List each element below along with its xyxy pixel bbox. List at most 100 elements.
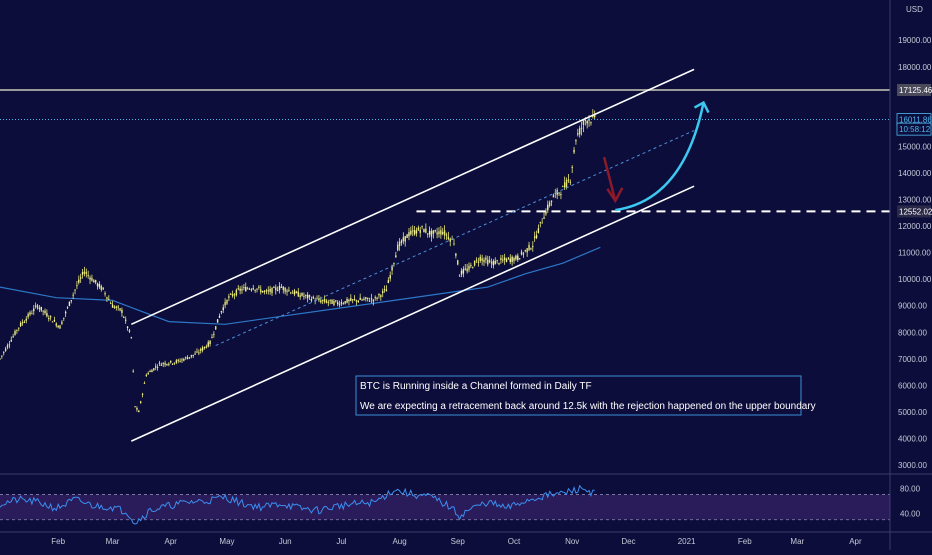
- candle: [117, 304, 119, 311]
- candle: [115, 305, 118, 311]
- candle: [488, 256, 491, 264]
- candle: [280, 283, 283, 288]
- candle: [200, 347, 202, 354]
- candle-body: [374, 297, 376, 299]
- candle-body: [245, 287, 247, 292]
- candle-body: [4, 348, 7, 352]
- candle-body: [164, 362, 166, 365]
- candle: [423, 228, 425, 233]
- candle: [331, 299, 333, 305]
- candle: [460, 268, 463, 278]
- candle-body: [162, 363, 164, 365]
- annotation-box[interactable]: BTC is Running inside a Channel formed i…: [355, 375, 816, 416]
- candle-body: [14, 331, 16, 335]
- candle-body: [361, 299, 363, 301]
- candle: [363, 296, 365, 301]
- candle-body: [293, 290, 296, 295]
- candle-body: [385, 289, 388, 292]
- candle: [301, 292, 303, 297]
- candle-body: [220, 311, 223, 313]
- candle: [166, 363, 168, 367]
- candle-body: [237, 288, 239, 290]
- candle-body: [550, 200, 553, 203]
- candle: [503, 253, 506, 265]
- candle-body: [342, 303, 345, 305]
- candle: [365, 296, 367, 302]
- candle-body: [261, 291, 264, 293]
- annotation-line-2: We are expecting a retracement back arou…: [360, 401, 816, 412]
- candle-body: [415, 230, 418, 234]
- candle-body: [6, 345, 9, 348]
- candle: [203, 346, 206, 350]
- candle-body: [218, 315, 221, 318]
- candle-body: [188, 357, 191, 359]
- candle: [442, 227, 444, 236]
- candle: [63, 317, 65, 322]
- candle-body: [0, 358, 1, 360]
- candle-body: [211, 336, 213, 339]
- candle: [366, 297, 369, 302]
- drawings-layer: [0, 68, 890, 442]
- candle-body: [12, 336, 14, 338]
- price-tick-label: 12000.00: [898, 222, 932, 231]
- candle-body: [410, 230, 412, 235]
- candle: [108, 295, 110, 301]
- candle-body: [96, 283, 99, 287]
- candle: [74, 289, 76, 295]
- candle-body: [44, 310, 46, 314]
- candle-body: [533, 236, 536, 239]
- candle-body: [68, 301, 71, 306]
- candle: [293, 288, 296, 297]
- candle-body: [383, 289, 386, 291]
- candle: [124, 316, 127, 324]
- candle: [284, 286, 286, 295]
- candle-body: [472, 267, 474, 269]
- candle: [481, 254, 483, 266]
- candle-body: [515, 255, 517, 260]
- candle: [275, 284, 277, 295]
- candle: [6, 343, 9, 350]
- candle-body: [170, 360, 172, 363]
- candle: [153, 367, 155, 372]
- candle-body: [393, 263, 395, 265]
- candle-body: [145, 374, 148, 377]
- moving-average-line: [0, 246, 601, 325]
- candle-body: [316, 298, 318, 300]
- candle-body: [177, 359, 179, 361]
- time-tick-label: Apr: [164, 537, 177, 546]
- candle: [297, 288, 299, 297]
- candle-body: [584, 119, 587, 121]
- candle: [278, 282, 281, 294]
- candle: [445, 232, 448, 241]
- candle-body: [175, 360, 178, 363]
- candle: [582, 119, 585, 133]
- candle-body: [16, 329, 18, 331]
- candle: [130, 336, 133, 339]
- candle-body: [395, 255, 397, 258]
- candle: [472, 266, 474, 269]
- candle: [455, 252, 457, 259]
- candle: [271, 287, 273, 297]
- candle-body: [479, 256, 481, 262]
- candle-body: [27, 314, 29, 318]
- candle-body: [83, 271, 86, 274]
- candle: [145, 373, 148, 377]
- candle-body: [260, 289, 262, 293]
- candle: [470, 262, 472, 269]
- candle-body: [239, 288, 241, 291]
- candle-body: [215, 326, 217, 330]
- candle-body: [359, 297, 361, 300]
- candle-body: [428, 230, 431, 235]
- candle: [485, 255, 487, 264]
- candle: [40, 306, 42, 312]
- candle: [230, 292, 232, 296]
- candle: [55, 322, 57, 328]
- candle: [241, 285, 243, 294]
- candle: [457, 259, 459, 266]
- candle: [357, 300, 360, 303]
- candle-body: [10, 339, 12, 342]
- candle: [36, 304, 39, 310]
- candle-body: [295, 291, 298, 293]
- candle: [239, 286, 241, 295]
